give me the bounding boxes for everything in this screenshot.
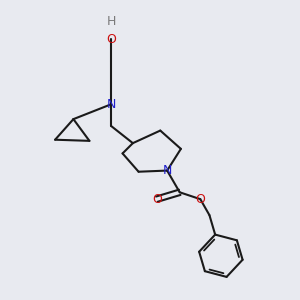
Text: N: N [106,98,116,111]
Text: O: O [106,33,116,46]
Text: N: N [163,164,172,177]
Text: O: O [152,193,162,206]
Text: O: O [195,193,205,206]
Text: H: H [106,16,116,28]
